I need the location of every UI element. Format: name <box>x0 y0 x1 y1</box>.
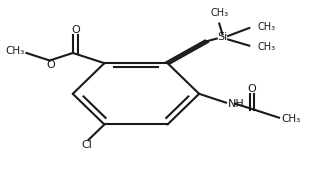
Text: CH₃: CH₃ <box>210 8 228 18</box>
Text: O: O <box>71 25 80 35</box>
Text: O: O <box>248 84 256 93</box>
Text: methyl: methyl <box>18 52 23 53</box>
Text: Si: Si <box>217 32 228 42</box>
Text: CH₃: CH₃ <box>257 42 275 52</box>
Text: CH₃: CH₃ <box>282 114 301 124</box>
Text: O: O <box>46 61 55 70</box>
Text: NH: NH <box>228 99 244 109</box>
Text: CH₃: CH₃ <box>6 46 25 56</box>
Text: Cl: Cl <box>82 140 92 150</box>
Text: CH₃: CH₃ <box>257 22 275 32</box>
